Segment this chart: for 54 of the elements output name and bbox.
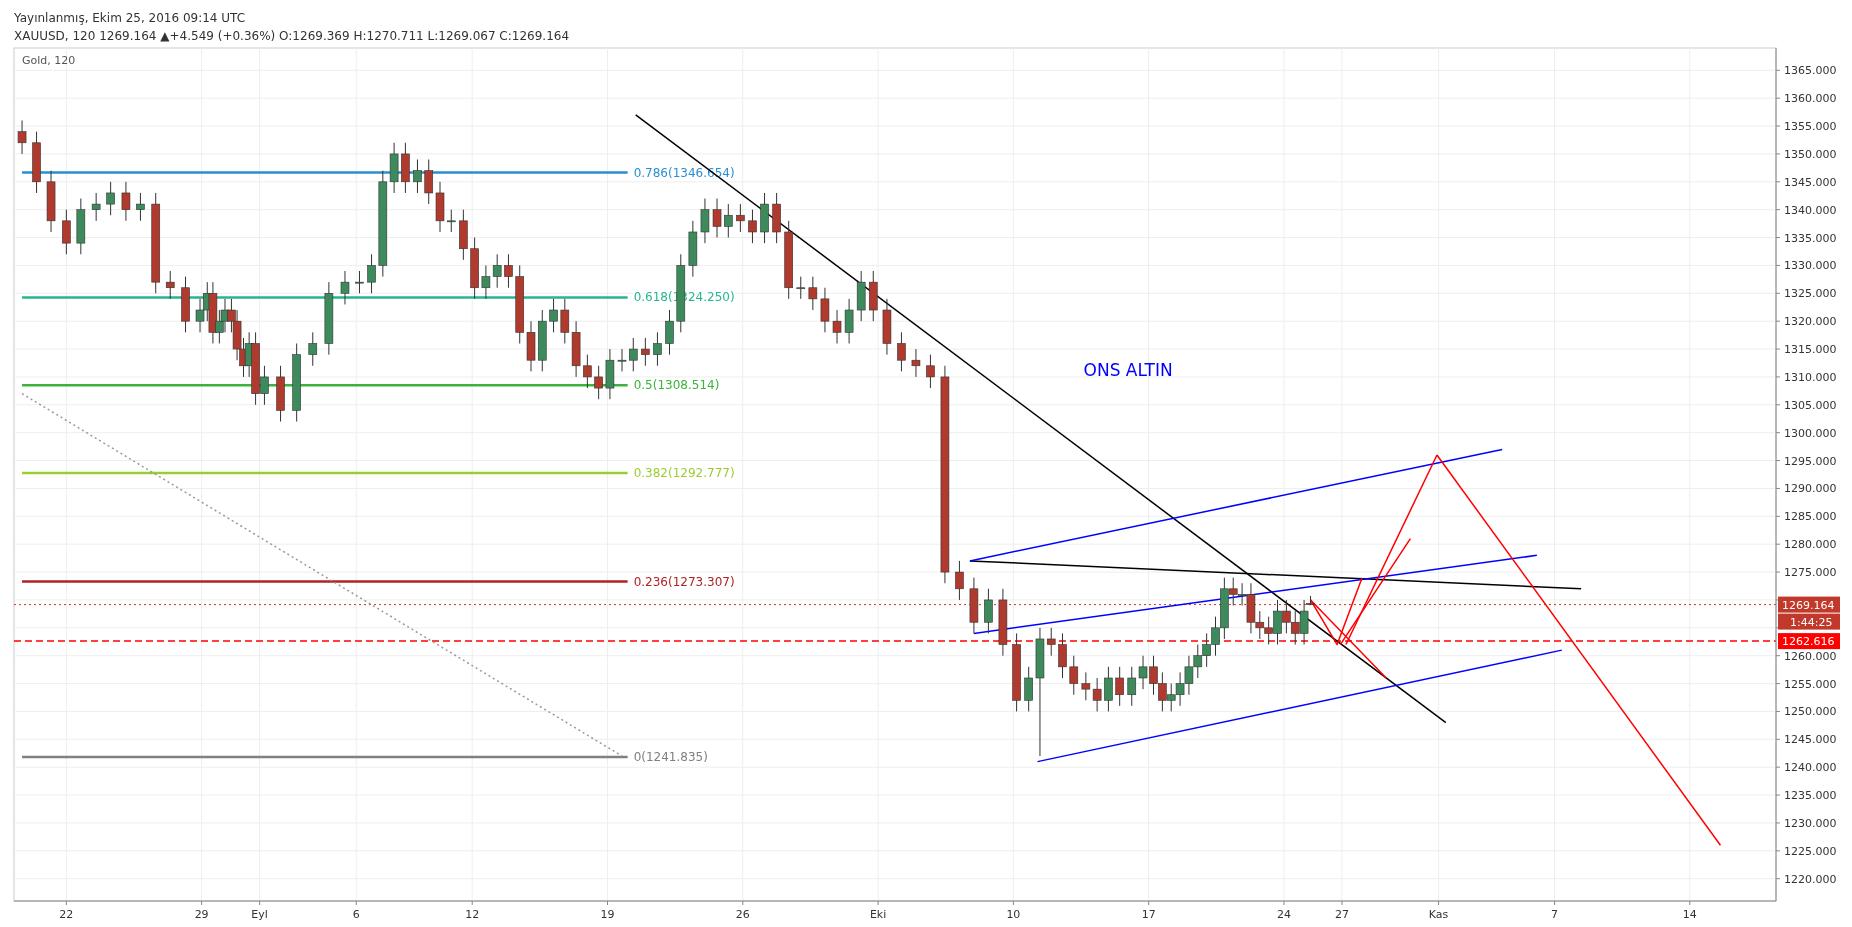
text: 1:44:25 — [1790, 615, 1833, 629]
y-tick-label: 1350.000 — [1784, 147, 1837, 161]
text: Yayınlanmış, Ekim 25, 2016 09:14 UTC — [13, 11, 246, 25]
y-tick-label: 1225.000 — [1784, 844, 1837, 858]
y-tick-label: 1220.000 — [1784, 872, 1837, 886]
y-tick-label: 1280.000 — [1784, 538, 1837, 552]
x-tick-label: Eyl — [251, 908, 268, 921]
ref-line-label: 1262.616 — [1782, 635, 1835, 649]
y-tick-label: 1255.000 — [1784, 677, 1837, 691]
y-tick-label: 1235.000 — [1784, 789, 1837, 803]
x-tick-label: 7 — [1551, 908, 1559, 921]
ref-line-label: 1269.164 — [1782, 598, 1835, 612]
series-label: 0.5(1308.514) — [633, 378, 720, 393]
text: Gold, 120 — [22, 54, 76, 67]
y-tick-label: 1260.000 — [1784, 649, 1837, 663]
x-tick-label: 17 — [1141, 908, 1156, 921]
y-tick-label: 1285.000 — [1784, 510, 1837, 524]
y-tick-label: 1355.000 — [1784, 120, 1837, 134]
y-tick-label: 1320.000 — [1784, 315, 1837, 329]
x-tick-label: 10 — [1006, 908, 1021, 921]
x-tick-label: Eki — [869, 908, 887, 921]
y-tick-label: 1340.000 — [1784, 203, 1837, 217]
y-tick-label: 1315.000 — [1784, 343, 1837, 357]
x-tick-label: 24 — [1276, 908, 1291, 921]
y-tick-label: 1290.000 — [1784, 482, 1837, 496]
series-label: 0(1241.835) — [633, 749, 708, 764]
annotation: ONS ALTIN — [1083, 360, 1173, 381]
y-tick-label: 1360.000 — [1784, 92, 1837, 106]
y-tick-label: 1295.000 — [1784, 454, 1837, 468]
y-tick-label: 1310.000 — [1784, 370, 1837, 384]
y-tick-label: 1325.000 — [1784, 287, 1837, 301]
series-label: 0.382(1292.777) — [633, 465, 735, 480]
y-tick-label: 1335.000 — [1784, 231, 1837, 245]
y-tick-label: 1300.000 — [1784, 426, 1837, 440]
x-tick-label: 6 — [352, 908, 360, 921]
y-tick-label: 1230.000 — [1784, 816, 1837, 830]
y-tick-label: 1240.000 — [1784, 761, 1837, 775]
x-tick-label: Kas — [1428, 908, 1449, 921]
series-label: 0.236(1273.307) — [633, 574, 735, 589]
x-tick-label: 26 — [735, 908, 750, 921]
x-tick-label: 22 — [59, 908, 74, 921]
y-tick-label: 1330.000 — [1784, 259, 1837, 273]
y-tick-label: 1365.000 — [1784, 64, 1837, 78]
y-tick-label: 1245.000 — [1784, 733, 1837, 747]
text: XAUUSD, 120 1269.164 ▲+4.549 (+0.36%) O:1269.369 H:1270.711 L:1269.067 C:1269.164 — [14, 29, 570, 43]
x-tick-label: 27 — [1334, 908, 1349, 921]
x-tick-label: 12 — [465, 908, 480, 921]
x-tick-label: 29 — [194, 908, 209, 921]
y-tick-label: 1305.000 — [1784, 398, 1837, 412]
y-tick-label: 1275.000 — [1784, 566, 1837, 580]
y-tick-label: 1250.000 — [1784, 705, 1837, 719]
y-tick-label: 1345.000 — [1784, 175, 1837, 189]
x-tick-label: 14 — [1682, 908, 1697, 921]
x-tick-label: 19 — [600, 908, 615, 921]
